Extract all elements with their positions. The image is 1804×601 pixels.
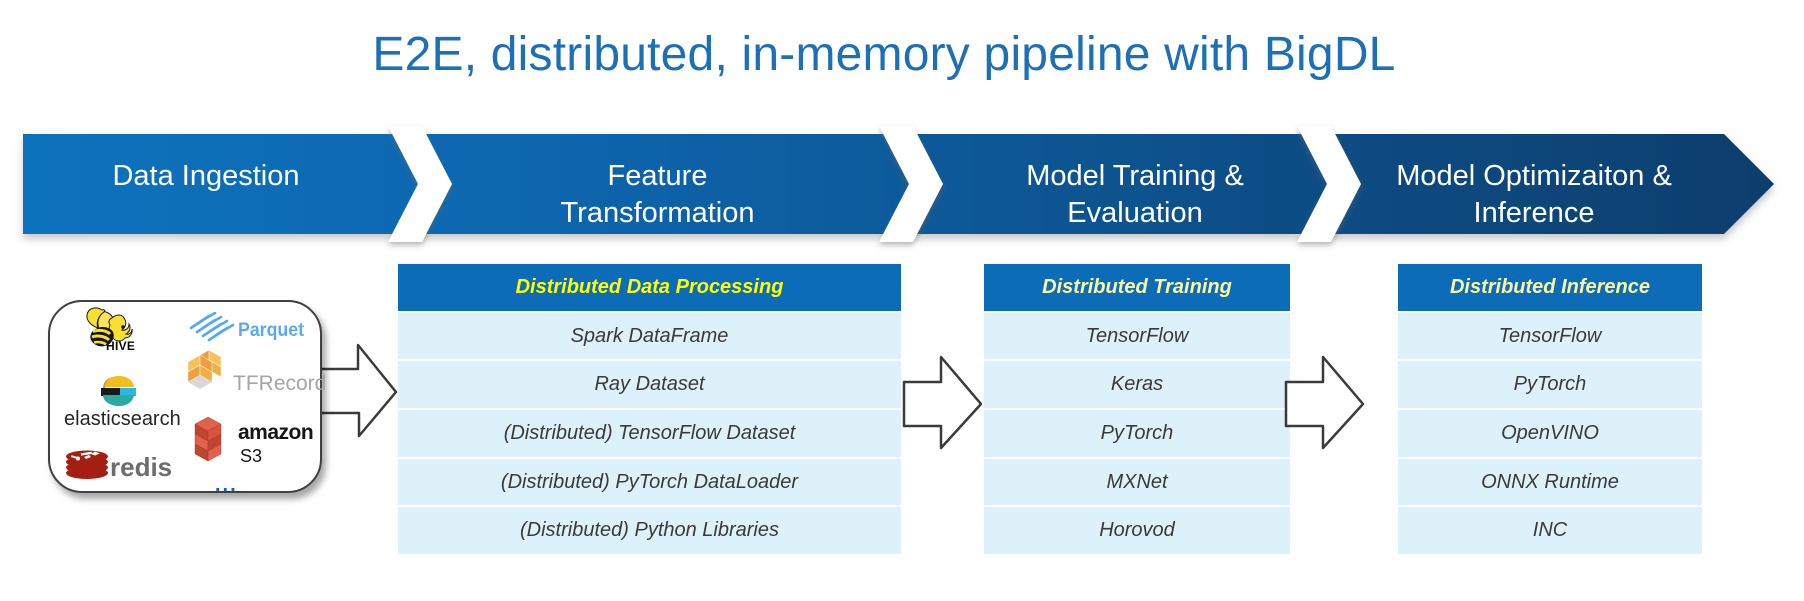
svg-text:HIVE: HIVE [106, 339, 135, 353]
svg-text:Parquet: Parquet [238, 320, 305, 341]
